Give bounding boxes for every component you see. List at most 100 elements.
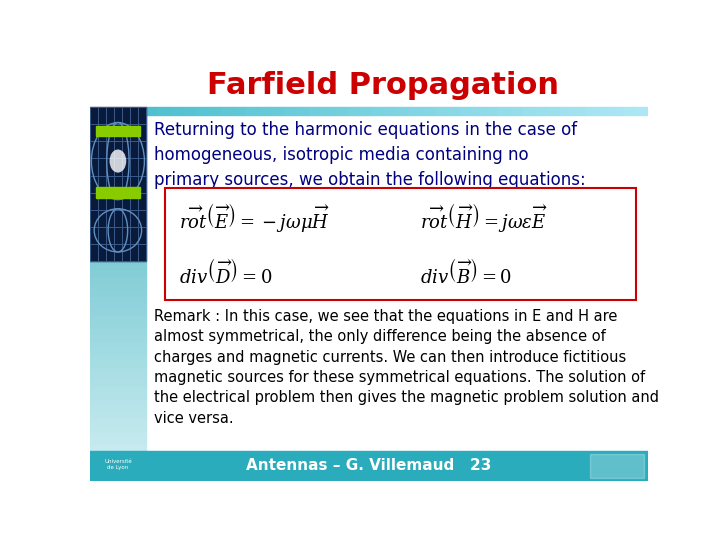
Bar: [90, 348, 145, 355]
Ellipse shape: [109, 150, 126, 173]
Bar: [90, 400, 145, 406]
Bar: [90, 413, 145, 419]
Bar: [90, 316, 145, 322]
Bar: [90, 232, 145, 239]
Bar: [90, 239, 145, 245]
Bar: [90, 155, 145, 161]
Bar: [560, 107, 572, 115]
Bar: [90, 78, 145, 84]
Bar: [221, 107, 234, 115]
Bar: [459, 107, 472, 115]
Bar: [271, 107, 284, 115]
Bar: [90, 181, 145, 187]
Bar: [598, 107, 611, 115]
Bar: [90, 116, 145, 123]
Bar: [498, 107, 510, 115]
Bar: [90, 432, 145, 438]
Bar: [90, 65, 648, 107]
Bar: [636, 107, 648, 115]
Bar: [90, 368, 145, 374]
Bar: [90, 129, 145, 136]
Bar: [184, 107, 196, 115]
Bar: [90, 110, 145, 116]
Bar: [145, 107, 158, 115]
Bar: [90, 168, 145, 174]
Bar: [359, 107, 372, 115]
Bar: [96, 126, 140, 137]
Bar: [90, 107, 145, 261]
Bar: [284, 107, 297, 115]
Bar: [585, 107, 598, 115]
Bar: [410, 107, 422, 115]
Text: $div\left(\overrightarrow{B}\right) = 0$: $div\left(\overrightarrow{B}\right) = 0$: [420, 258, 512, 287]
Bar: [90, 200, 145, 206]
Bar: [90, 71, 145, 78]
Bar: [90, 213, 145, 219]
Bar: [90, 219, 145, 226]
Bar: [623, 107, 636, 115]
Bar: [209, 107, 221, 115]
Bar: [422, 107, 435, 115]
Bar: [590, 454, 644, 478]
Text: $div\left(\overrightarrow{D}\right) = 0$: $div\left(\overrightarrow{D}\right) = 0$: [179, 258, 272, 287]
Bar: [90, 355, 145, 361]
Bar: [384, 107, 397, 115]
Bar: [297, 107, 309, 115]
Bar: [90, 284, 145, 291]
Text: Remark : In this case, we see that the equations in E and H are
almost symmetric: Remark : In this case, we see that the e…: [153, 309, 659, 426]
Bar: [435, 107, 447, 115]
Bar: [90, 258, 145, 265]
Bar: [90, 381, 145, 387]
Bar: [90, 361, 145, 368]
Bar: [246, 107, 258, 115]
Text: $\overrightarrow{rot}\left(\overrightarrow{H}\right) = j\omega\varepsilon\overri: $\overrightarrow{rot}\left(\overrightarr…: [420, 201, 548, 234]
Text: Université
de Lyon: Université de Lyon: [104, 459, 132, 470]
Bar: [90, 65, 145, 71]
Bar: [90, 303, 145, 309]
Bar: [472, 107, 485, 115]
Bar: [90, 374, 145, 381]
Bar: [90, 406, 145, 413]
Bar: [90, 393, 145, 400]
Bar: [523, 107, 535, 115]
Bar: [547, 107, 560, 115]
Bar: [572, 107, 585, 115]
Bar: [90, 84, 145, 91]
Bar: [611, 107, 623, 115]
Text: Returning to the harmonic equations in the case of
homogeneous, isotropic media : Returning to the harmonic equations in t…: [153, 121, 585, 189]
Bar: [90, 245, 145, 252]
Bar: [90, 104, 145, 110]
Bar: [334, 107, 347, 115]
Bar: [90, 194, 145, 200]
Bar: [322, 107, 334, 115]
Bar: [171, 107, 184, 115]
Bar: [258, 107, 271, 115]
Bar: [90, 278, 145, 284]
Bar: [96, 187, 140, 198]
Bar: [90, 91, 145, 97]
Bar: [234, 107, 246, 115]
Bar: [90, 206, 145, 213]
Bar: [90, 291, 145, 296]
Bar: [90, 419, 145, 426]
Bar: [90, 451, 648, 481]
Bar: [90, 161, 145, 168]
Bar: [397, 107, 410, 115]
Bar: [90, 322, 145, 329]
Bar: [90, 265, 145, 271]
Bar: [90, 123, 145, 129]
Bar: [90, 296, 145, 303]
Bar: [485, 107, 498, 115]
Bar: [372, 107, 384, 115]
Bar: [90, 226, 145, 232]
Bar: [90, 252, 145, 258]
Bar: [510, 107, 523, 115]
Bar: [90, 329, 145, 335]
Bar: [90, 342, 145, 348]
Text: Antennas – G. Villemaud   23: Antennas – G. Villemaud 23: [246, 458, 492, 474]
Bar: [309, 107, 322, 115]
Bar: [90, 136, 145, 142]
Bar: [90, 438, 145, 445]
Bar: [90, 174, 145, 181]
Bar: [90, 148, 145, 155]
